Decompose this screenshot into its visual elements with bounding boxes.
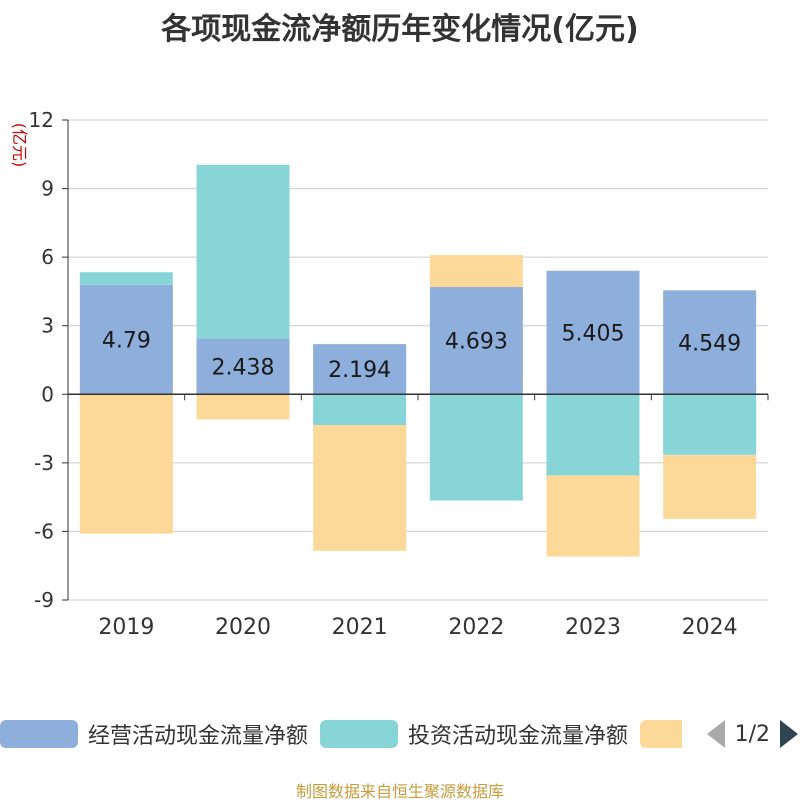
x-tick-label: 2023 — [565, 615, 621, 640]
bar-financing — [313, 425, 407, 551]
data-label: 2.438 — [212, 355, 275, 380]
legend-swatch-investing — [320, 720, 398, 748]
legend-label-investing: 投资活动现金流量净额 — [408, 724, 629, 749]
y-axis-unit-label: (亿元) — [10, 123, 29, 168]
next-page-arrow-icon[interactable] — [780, 720, 798, 748]
y-tick-label: 12 — [29, 108, 54, 132]
bar-investing — [546, 394, 640, 476]
x-tick-label: 2022 — [448, 615, 504, 640]
data-label: 4.549 — [678, 331, 741, 356]
legend-item-operating[interactable]: 经营活动现金流量净额 — [0, 716, 308, 752]
x-tick-label: 2024 — [682, 615, 738, 640]
bar-operating — [663, 290, 757, 395]
bar-financing — [196, 394, 290, 420]
bar-operating — [313, 344, 407, 395]
y-tick-label: 0 — [41, 382, 54, 406]
legend-swatch-financing — [640, 720, 682, 748]
bar-investing — [429, 394, 523, 501]
data-label: 4.693 — [445, 330, 508, 355]
data-source-note: 制图数据来自恒生聚源数据库 — [295, 782, 504, 801]
y-tick-label: 9 — [41, 177, 54, 201]
chart-title: 各项现金流净额历年变化情况(亿元) — [161, 12, 639, 47]
legend-page-indicator: 1/2 — [734, 721, 770, 747]
bar-operating — [196, 338, 290, 395]
x-tick-label: 2021 — [332, 615, 388, 640]
legend-pager: 1/2 — [706, 716, 798, 752]
legend-swatch-operating — [0, 720, 78, 748]
bar-operating — [79, 284, 173, 395]
y-tick-label: -6 — [34, 519, 54, 543]
bar-financing — [546, 475, 640, 557]
y-tick-label: -3 — [34, 451, 54, 475]
y-tick-label: 6 — [41, 245, 54, 269]
bar-operating — [429, 287, 523, 395]
bar-financing — [79, 394, 173, 534]
legend-item-investing[interactable]: 投资活动现金流量净额 — [320, 716, 628, 752]
prev-page-arrow-icon[interactable] — [706, 720, 725, 748]
bar-financing — [663, 454, 757, 519]
bar-investing — [313, 394, 407, 426]
x-tick-label: 2020 — [215, 615, 271, 640]
y-tick-label: 3 — [41, 314, 54, 338]
x-tick-label: 2019 — [98, 615, 154, 640]
data-label: 2.194 — [328, 358, 391, 383]
bar-investing — [663, 394, 757, 455]
data-label: 5.405 — [562, 322, 625, 347]
legend-item-financing[interactable] — [640, 716, 682, 752]
bar-operating — [546, 270, 640, 395]
bar-financing — [429, 255, 523, 288]
legend: 经营活动现金流量净额 投资活动现金流量净额 — [0, 716, 800, 752]
bar-investing — [79, 272, 173, 285]
legend-label-operating: 经营活动现金流量净额 — [88, 724, 309, 749]
bar-investing — [196, 164, 290, 339]
data-label: 4.79 — [102, 329, 151, 354]
y-tick-label: -9 — [34, 588, 54, 612]
